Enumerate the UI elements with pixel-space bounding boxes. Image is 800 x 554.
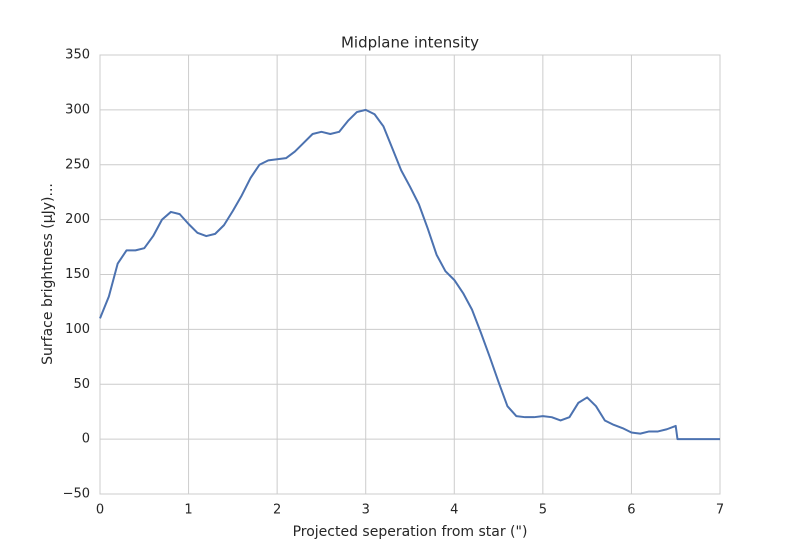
y-axis-label: Surface brightness (μJy)... [40,183,56,365]
y-tick-label: 350 [65,48,90,63]
y-tick-label: 50 [73,377,90,392]
y-tick-label: 300 [65,102,90,117]
data-line [99,108,720,441]
x-axis-label: Projected seperation from star (") [293,524,528,540]
x-tick-label: 4 [450,503,458,518]
chart-title: Midplane intensity [341,34,479,52]
x-tick-label: 7 [716,503,724,518]
x-tick-label: 6 [627,503,635,518]
x-tick-label: 2 [273,503,281,518]
y-tick-label: 0 [82,432,90,447]
x-tick-label: 0 [96,503,104,518]
y-tick-label: 250 [65,157,90,172]
x-tick-label: 5 [539,503,547,518]
x-tick-label: 3 [362,503,370,518]
y-tick-label: 150 [65,267,90,282]
y-tick-label: 100 [65,322,90,337]
y-tick-label: 200 [65,212,90,227]
y-tick-label: −50 [63,487,90,502]
x-tick-label: 1 [184,503,192,518]
